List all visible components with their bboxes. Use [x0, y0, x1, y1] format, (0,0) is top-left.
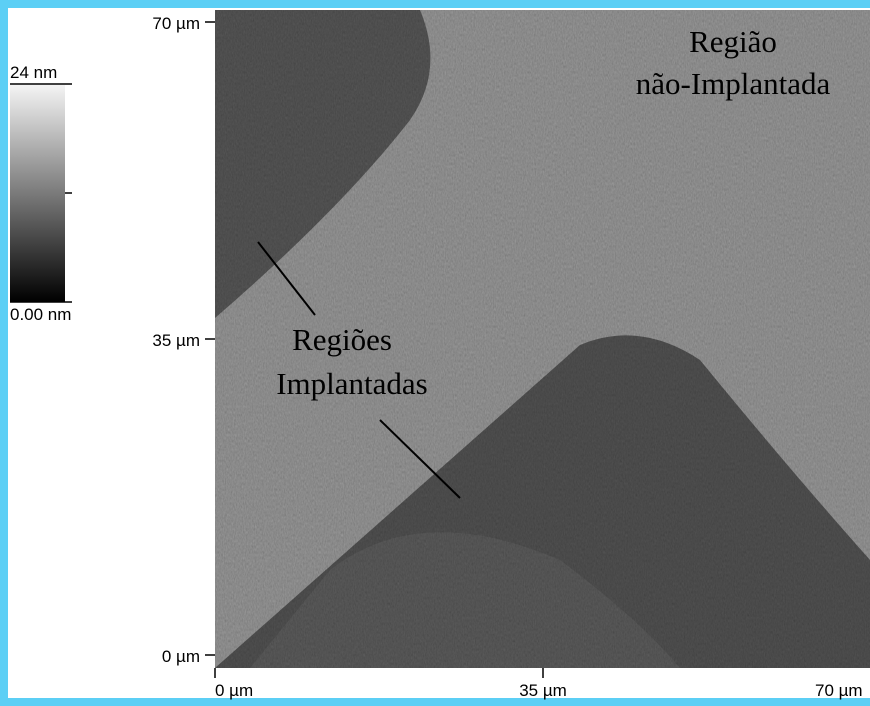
x-tick-label: 70 µm — [815, 681, 863, 700]
annotation: Região — [689, 24, 777, 59]
y-tick-label: 35 µm — [152, 331, 200, 350]
x-tick-label: 35 µm — [519, 681, 567, 700]
y-tick-label: 70 µm — [152, 14, 200, 33]
figure: 24 nm 0.00 nm 70 µm 35 µm 0 µm 0 µm 35 µ… — [0, 0, 870, 706]
annotation: não-Implantada — [636, 66, 831, 101]
colorbar-min: 0.00 nm — [10, 305, 71, 324]
annotation: Implantadas — [276, 366, 428, 401]
colorbar-max: 24 nm — [10, 63, 57, 82]
x-tick-label: 0 µm — [215, 681, 253, 700]
annotation: Regiões — [292, 322, 392, 357]
y-tick-label: 0 µm — [162, 647, 200, 666]
colorbar — [10, 85, 65, 302]
